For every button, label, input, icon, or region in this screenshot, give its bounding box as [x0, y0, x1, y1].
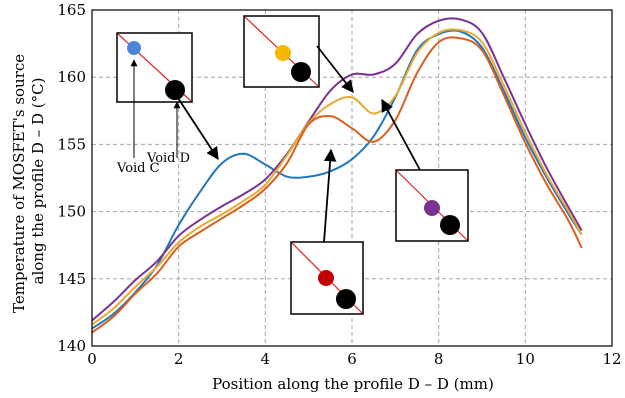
y-axis-label-line-2: along the profile D – D (°C) — [29, 78, 47, 285]
x-tick-label: 10 — [516, 350, 535, 368]
inset-yellow — [243, 15, 320, 88]
inset-dot-large — [291, 62, 311, 82]
y-tick-label: 155 — [57, 135, 86, 153]
plot-frame — [91, 9, 613, 347]
inset-dot-small — [318, 270, 334, 286]
x-tick-label: 6 — [347, 350, 357, 368]
y-axis-label: Temperature of MOSFET's source along the… — [10, 49, 47, 313]
x-tick-label: 4 — [261, 350, 271, 368]
series-line-yellow — [91, 28, 583, 326]
x-tick-label: 8 — [434, 350, 444, 368]
inset-dot-small — [127, 41, 141, 55]
inset-dot-small — [275, 45, 291, 61]
y-tick-label: 145 — [57, 270, 86, 288]
inset-purple — [395, 169, 469, 242]
void-d-label: Void D — [146, 151, 190, 166]
inset-void-cd — [116, 32, 193, 103]
inset-red — [290, 241, 364, 315]
inset-arrow-purple — [381, 98, 421, 171]
y-axis-label-line-1: Temperature of MOSFET's source — [10, 54, 28, 313]
y-tick-label: 140 — [57, 337, 86, 355]
y-tick-label: 150 — [57, 203, 86, 221]
x-tick-label: 2 — [174, 350, 184, 368]
inset-dot-large — [440, 215, 460, 235]
inset-arrow-red — [323, 148, 337, 243]
inset-arrow-blue — [177, 97, 219, 161]
series-line-orange — [91, 36, 583, 334]
y-tick-label: 160 — [57, 68, 86, 86]
y-tick-label: 165 — [57, 1, 86, 19]
inset-dot-large — [165, 80, 185, 100]
inset-dot-large — [336, 289, 356, 309]
series-line-blue — [91, 29, 583, 330]
inset-arrow-yellow — [316, 45, 354, 93]
inset-dot-small — [424, 200, 440, 216]
x-axis-label: Position along the profile D – D (mm) — [212, 375, 494, 393]
void-c-label: Void C — [116, 161, 160, 176]
x-tick-label: 12 — [602, 350, 621, 368]
tick-labels: 0 2 4 6 8 10 12 140 145 150 155 160 165 — [57, 1, 621, 368]
x-tick-label: 0 — [87, 350, 97, 368]
